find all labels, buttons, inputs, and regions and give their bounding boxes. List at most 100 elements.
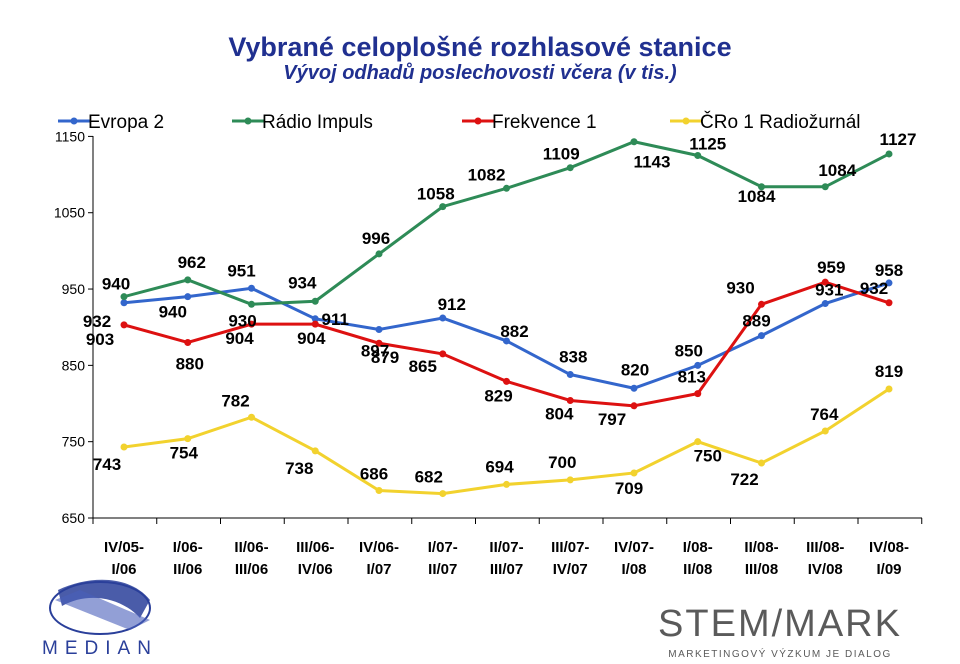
x-tick-label: II/07- [489,539,523,556]
x-tick-label: II/06 [173,561,202,578]
x-tick-label: II/06- [234,539,268,556]
data-label: 958 [875,261,903,280]
data-point [248,320,255,328]
data-point [439,490,447,498]
legend-label: Frekvence 1 [492,112,597,133]
data-label: 738 [285,459,313,478]
stemmark-tagline: MARKETINGOVÝ VÝZKUM JE DIALOG [668,647,892,660]
legend-marker [682,117,690,125]
data-point [311,320,319,328]
data-point [885,385,893,393]
data-point [758,459,765,467]
axes: 650 750 850 950 1050 1150 IV/05- I/06 I/06- II/06… [54,128,923,578]
x-tick-label: IV/06- [359,539,399,556]
data-point [885,279,893,287]
data-point [439,203,447,211]
data-point [184,435,192,443]
stemmark-logo: STEM/MARK MARKETINGOVÝ VÝZKUM JE DIALOG [658,603,900,660]
x-tick-label: IV/06 [298,561,333,578]
legend-marker [70,117,78,125]
data-point [248,300,255,308]
x-tick-label: I/08 [621,561,646,578]
data-point [311,297,319,305]
data-point [821,427,829,435]
data-point [184,338,192,346]
x-tick-label: III/06- [296,539,334,556]
data-point [503,480,510,488]
data-point [375,325,383,333]
median-logo-band [55,590,150,630]
x-tick-label: II/07 [428,561,457,578]
data-point [821,278,829,286]
data-label: 1084 [818,161,856,180]
data-point [885,299,893,307]
y-tick-label: 750 [62,434,86,450]
data-point [184,276,192,284]
data-label: 882 [500,322,528,341]
data-label: 940 [159,303,187,322]
data-point [120,321,128,329]
data-label: 865 [409,357,437,376]
data-label: 880 [176,354,204,373]
data-point [184,293,192,301]
data-label: 932 [83,312,111,331]
data-label: 782 [221,391,249,410]
data-label: 1127 [880,130,917,149]
data-label: 1143 [634,153,671,172]
data-point [694,151,702,159]
data-label: 930 [228,311,256,330]
data-point [694,438,702,446]
data-point [311,447,319,455]
legend-label: Evropa 2 [88,112,164,133]
data-point [503,337,510,345]
data-label: 940 [102,275,130,294]
data-label: 1125 [689,134,726,153]
x-tick-label: III/08 [745,561,778,578]
data-point [311,315,319,323]
data-label: 797 [598,410,626,429]
data-label: 951 [227,261,255,280]
data-label: 879 [371,348,399,367]
data-label: 819 [875,362,903,381]
data-label: 754 [170,444,199,463]
data-point [566,396,574,404]
data-point [439,350,447,358]
data-label: 820 [621,360,649,379]
x-tick-label: IV/07- [614,539,654,556]
legend-marker [244,117,252,125]
data-label: 700 [548,453,576,472]
data-label: 750 [694,447,722,466]
x-tick-label: III/06 [235,561,268,578]
data-label: 932 [860,279,888,298]
y-tick-label: 1150 [55,128,85,144]
data-label: 1082 [468,165,506,184]
data-point [375,250,383,258]
x-tick-label: I/07- [428,539,458,556]
data-label: 829 [484,386,512,405]
x-tick-label: I/07 [366,561,391,578]
data-point [758,332,765,340]
x-tick-label: III/07 [490,561,523,578]
x-tick-label: I/08- [683,539,713,556]
data-label: 1109 [543,145,580,164]
data-point [885,150,893,158]
data-point [758,183,765,191]
data-label: 897 [361,341,389,360]
data-label: 930 [726,278,754,297]
chart-title: Vybrané celoplošné rozhlasové stanice [228,32,732,62]
x-tick-label: III/08- [806,539,844,556]
y-tick-label: 950 [62,281,86,297]
chart-subtitle: Vývoj odhadů poslechovosti včera (v tis.… [283,62,677,84]
data-label: 722 [730,470,758,489]
data-label: 889 [742,312,770,331]
data-point [503,377,510,385]
data-label: 743 [93,455,121,474]
data-label: 709 [615,479,643,498]
data-point [375,487,383,495]
data-label: 850 [675,341,703,360]
data-point [630,138,638,146]
y-tick-label: 850 [62,357,86,373]
median-logo-swoosh [58,579,150,618]
data-point [694,390,702,398]
x-tick-label: IV/07 [553,561,588,578]
